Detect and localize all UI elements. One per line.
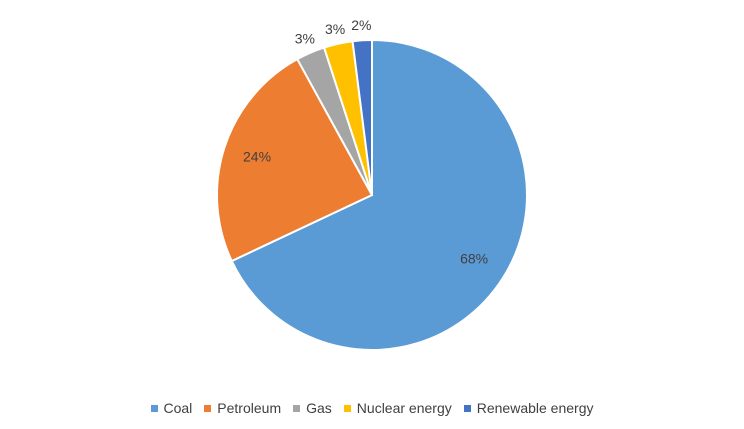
data-label-petroleum: 24%	[243, 148, 271, 164]
data-label-coal: 68%	[460, 250, 488, 266]
pie-slice-renewable-energy	[351, 38, 373, 196]
legend-swatch	[343, 404, 351, 412]
legend-label: Gas	[306, 400, 332, 416]
legend-item-gas: Gas	[293, 400, 332, 416]
chart-legend: Coal Petroleum Gas Nuclear energy Renewable …	[0, 400, 744, 416]
pie-slice-petroleum	[216, 57, 374, 263]
legend-label: Renewable energy	[476, 400, 594, 416]
data-label-renewable-energy: 2%	[351, 17, 371, 33]
legend-item-nuclear-energy: Nuclear energy	[343, 400, 452, 416]
legend-swatch	[293, 404, 301, 412]
data-label-nuclear-energy: 3%	[325, 21, 345, 37]
data-label-gas: 3%	[295, 31, 315, 47]
legend-swatch	[463, 404, 471, 412]
legend-label: Coal	[163, 400, 193, 416]
legend-swatch	[150, 404, 158, 412]
legend-label: Petroleum	[217, 400, 282, 416]
pie-slice-coal	[230, 38, 528, 351]
legend-swatch	[204, 404, 212, 412]
legend-item-petroleum: Petroleum	[204, 400, 281, 416]
legend-item-renewable-energy: Renewable energy	[463, 400, 594, 416]
legend-label: Nuclear energy	[356, 400, 452, 416]
legend-item-coal: Coal	[150, 400, 193, 416]
